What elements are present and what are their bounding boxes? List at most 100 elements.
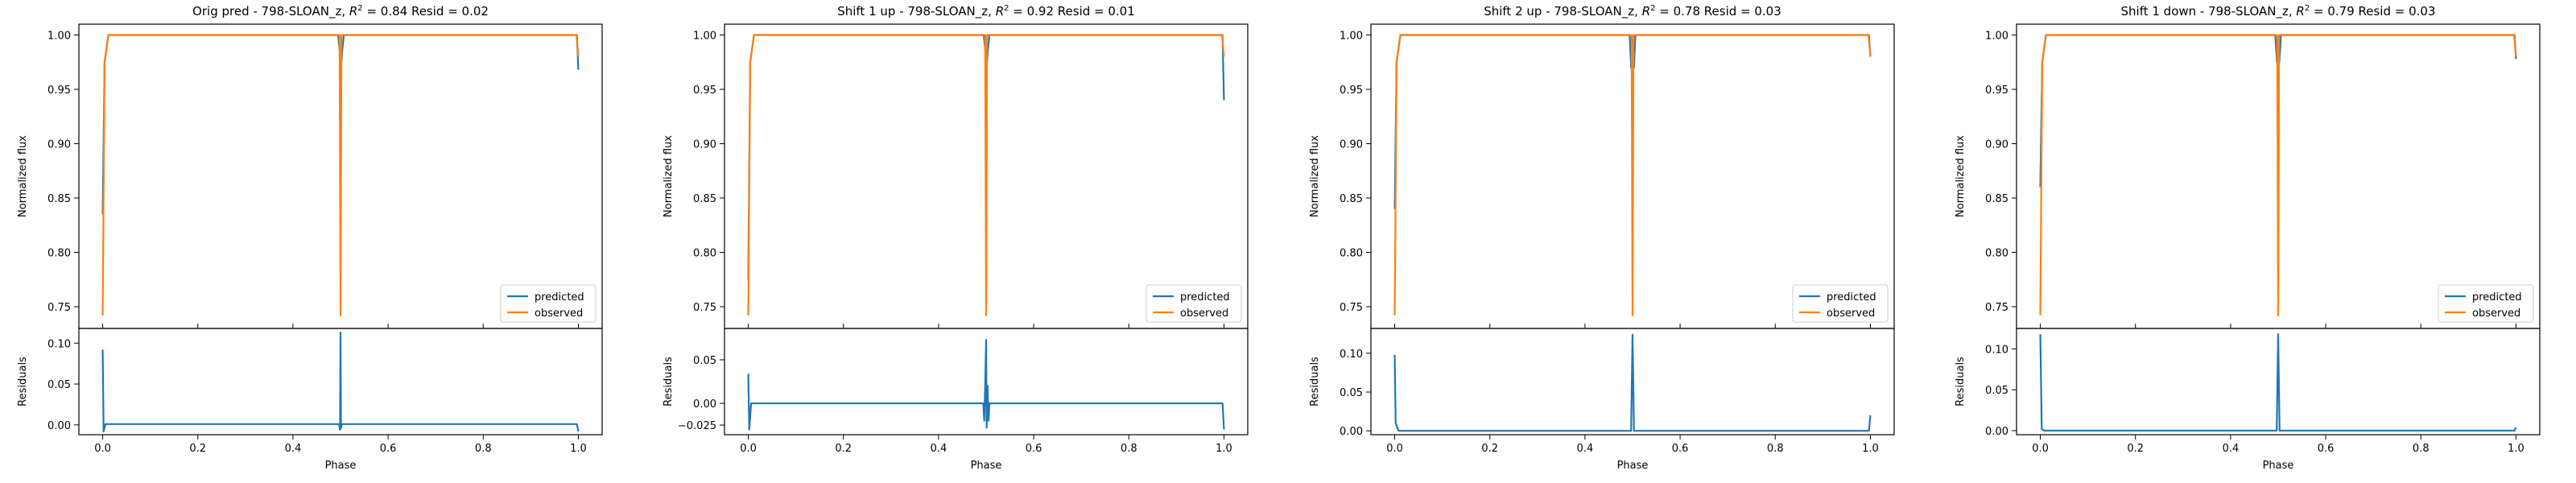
observed-series-line [1393, 34, 1872, 316]
flux-ylabel: Normalized flux [17, 135, 29, 217]
resid-ytick-label: 0.05 [1340, 387, 1363, 399]
resid-xtick-label: 0.8 [1767, 443, 1784, 455]
observed-series-line [747, 34, 1225, 316]
flux-ytick-label: 0.75 [1985, 302, 2008, 314]
residual-series-line [2039, 333, 2517, 432]
flux-ytick-label: 1.00 [1340, 31, 1363, 43]
resid-ytick-label: 0.00 [1340, 426, 1363, 438]
resid-xtick-label: 0.2 [189, 443, 206, 455]
subplot-title: Shift 1 up - 798-SLOAN_z, R2 = 0.92 Resi… [837, 4, 1135, 19]
residual-series-line [101, 331, 580, 433]
observed-legend-label: observed [2472, 308, 2520, 320]
resid-axes-frame [724, 328, 1249, 436]
subplot-2: Shift 1 up - 798-SLOAN_z, R2 = 0.92 Resi… [663, 4, 1249, 472]
resid-xtick-label: 0.4 [1577, 443, 1594, 455]
resid-ytick-label: 0.00 [693, 398, 716, 411]
phase-xlabel: Phase [2263, 460, 2294, 472]
flux-ytick-label: 0.80 [1340, 248, 1363, 260]
resid-xtick-label: 0.0 [2032, 443, 2049, 455]
resid-ylabel: Residuals [663, 357, 675, 407]
flux-ylabel: Normalized flux [1309, 135, 1321, 217]
observed-series-line [101, 34, 580, 316]
resid-xtick-label: 0.4 [285, 443, 302, 455]
resid-xtick-label: 0.4 [2223, 443, 2240, 455]
resid-xtick-label: 1.0 [570, 443, 587, 455]
subplot-4: Shift 1 down - 798-SLOAN_z, R2 = 0.79 Re… [1955, 4, 2541, 472]
subplot-1: Orig pred - 798-SLOAN_z, R2 = 0.84 Resid… [17, 4, 603, 472]
resid-xtick-label: 0.6 [380, 443, 397, 455]
resid-xtick-label: 1.0 [1216, 443, 1232, 455]
resid-ytick-label: 0.10 [47, 338, 71, 350]
flux-ytick-label: 0.75 [693, 302, 716, 314]
flux-ytick-label: 0.95 [47, 85, 71, 97]
resid-xtick-label: 0.0 [740, 443, 757, 455]
flux-ytick-label: 0.90 [47, 139, 71, 151]
resid-xtick-label: 0.6 [1672, 443, 1689, 455]
resid-xtick-label: 0.6 [1026, 443, 1042, 455]
flux-ytick-label: 1.00 [693, 31, 716, 43]
flux-ytick-label: 0.85 [1985, 193, 2008, 205]
flux-ylabel: Normalized flux [663, 135, 675, 217]
subplot-title: Orig pred - 798-SLOAN_z, R2 = 0.84 Resid… [192, 4, 489, 19]
resid-ytick-label: 0.00 [47, 420, 71, 432]
resid-xtick-label: 0.0 [1386, 443, 1403, 455]
residual-series-line [1393, 333, 1872, 432]
resid-xtick-label: 0.8 [1121, 443, 1137, 455]
legend: predicted observed [2438, 284, 2534, 323]
resid-axes-frame [78, 328, 603, 436]
resid-xtick-label: 1.0 [1862, 443, 1879, 455]
resid-xtick-label: 0.8 [2413, 443, 2429, 455]
predicted-legend-label: predicted [2472, 291, 2522, 303]
flux-ytick-label: 0.90 [1985, 139, 2008, 151]
legend: predicted observed [1146, 284, 1242, 323]
subplot-3: Shift 2 up - 798-SLOAN_z, R2 = 0.78 Resi… [1309, 4, 1895, 472]
resid-ylabel: Residuals [1309, 357, 1321, 407]
resid-ytick-label: 0.05 [1985, 385, 2008, 397]
resid-ytick-label: 0.05 [693, 355, 716, 367]
flux-ytick-label: 0.95 [1985, 85, 2008, 97]
flux-ytick-label: 0.85 [1340, 193, 1363, 205]
observed-legend-label: observed [1827, 308, 1875, 320]
flux-ytick-label: 0.85 [693, 193, 716, 205]
observed-legend-label: observed [1180, 308, 1228, 320]
observed-legend-label: observed [535, 308, 583, 320]
predicted-legend-label: predicted [535, 291, 584, 303]
resid-xtick-label: 0.0 [94, 443, 111, 455]
flux-ytick-label: 0.75 [47, 302, 71, 314]
phase-xlabel: Phase [1617, 460, 1649, 472]
resid-ytick-label: 0.00 [1985, 426, 2008, 438]
resid-xtick-label: 0.2 [1481, 443, 1498, 455]
resid-xtick-label: 0.2 [2127, 443, 2144, 455]
flux-ytick-label: 0.75 [1340, 302, 1363, 314]
legend: predicted observed [1792, 284, 1889, 323]
flux-ytick-label: 0.80 [1985, 248, 2008, 260]
flux-ytick-label: 0.90 [1340, 139, 1363, 151]
flux-ytick-label: 1.00 [47, 31, 71, 43]
resid-xtick-label: 1.0 [2508, 443, 2524, 455]
resid-ytick-label: 0.05 [47, 379, 71, 391]
phase-xlabel: Phase [325, 460, 357, 472]
resid-xtick-label: 0.4 [931, 443, 947, 455]
resid-ylabel: Residuals [17, 357, 29, 407]
subplot-title: Shift 1 down - 798-SLOAN_z, R2 = 0.79 Re… [2121, 4, 2436, 19]
resid-xtick-label: 0.6 [2318, 443, 2334, 455]
predicted-legend-label: predicted [1180, 291, 1230, 303]
flux-ylabel: Normalized flux [1955, 135, 1967, 217]
resid-ylabel: Residuals [1955, 357, 1967, 407]
flux-ytick-label: 0.80 [47, 248, 71, 260]
resid-axes-frame [2016, 328, 2541, 436]
subplot-title: Shift 2 up - 798-SLOAN_z, R2 = 0.78 Resi… [1484, 4, 1781, 19]
flux-ytick-label: 1.00 [1985, 31, 2008, 43]
observed-series-line [2039, 34, 2517, 316]
flux-ytick-label: 0.90 [693, 139, 716, 151]
resid-ytick-label: 0.10 [1340, 349, 1363, 361]
resid-xtick-label: 0.2 [835, 443, 852, 455]
resid-axes-frame [1370, 328, 1895, 436]
resid-ytick-label: 0.10 [1985, 344, 2008, 356]
residual-series-line [747, 338, 1225, 431]
predicted-legend-label: predicted [1827, 291, 1876, 303]
flux-ytick-label: 0.95 [693, 85, 716, 97]
flux-ytick-label: 0.85 [47, 193, 71, 205]
resid-ytick-label: −0.025 [678, 420, 716, 432]
